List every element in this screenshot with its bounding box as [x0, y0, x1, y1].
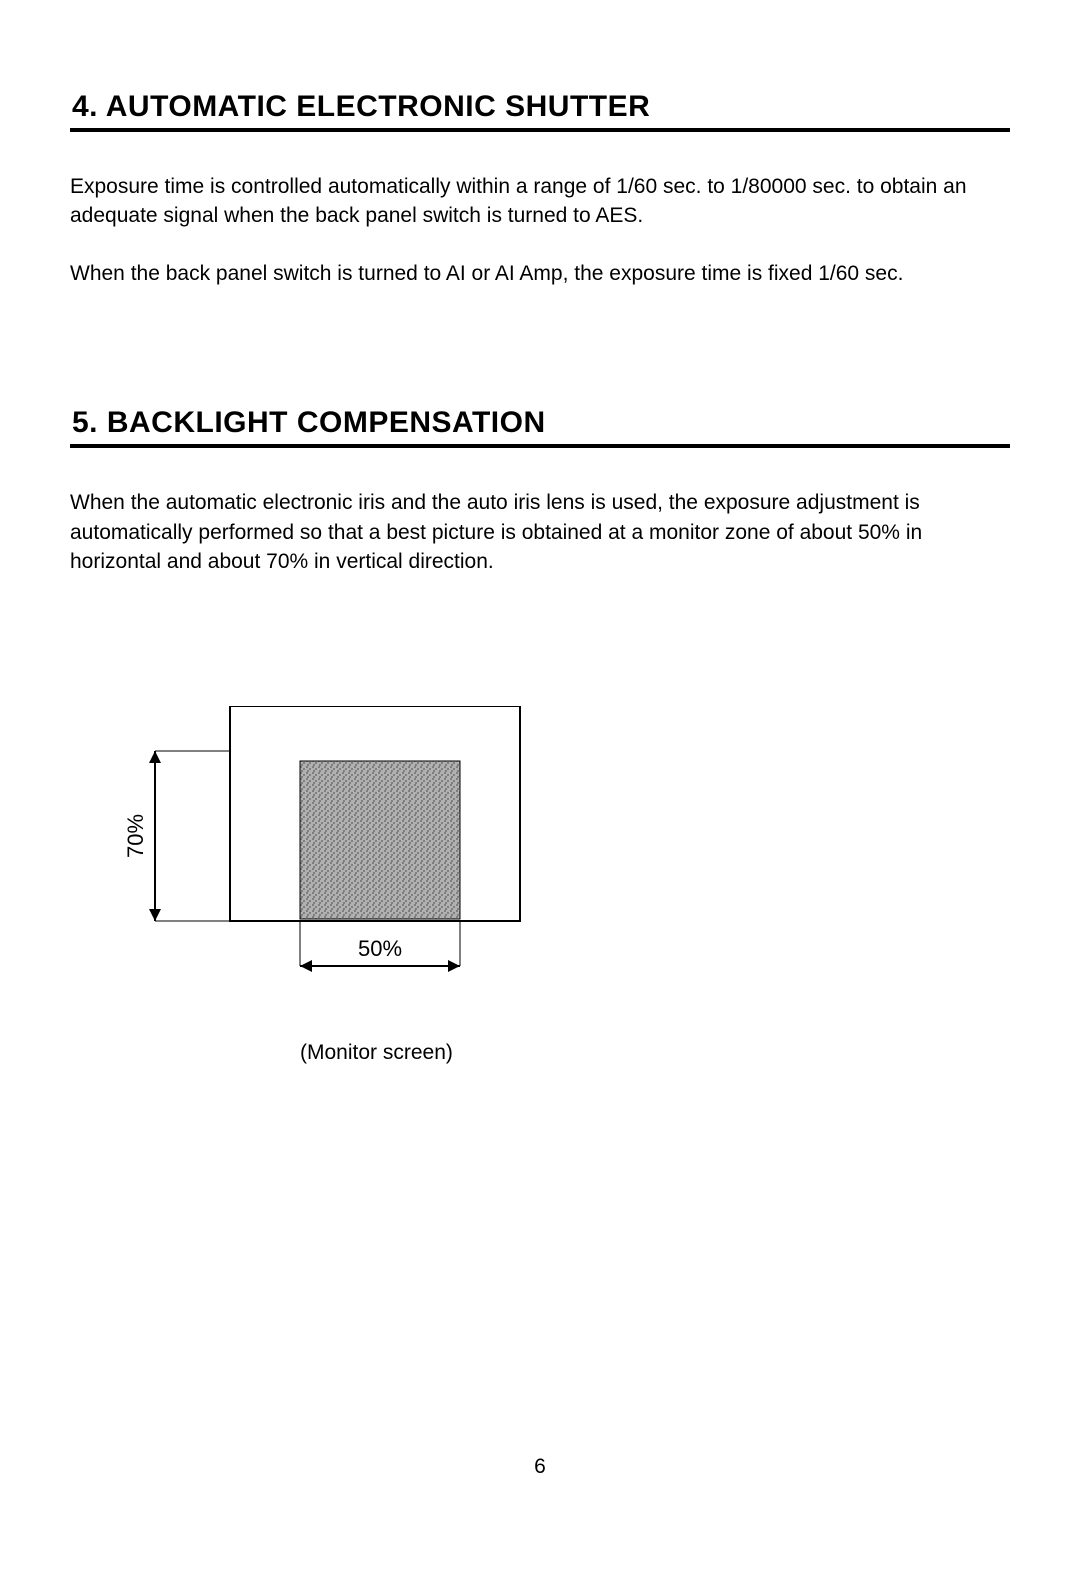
section4-heading: 4. AUTOMATIC ELECTRONIC SHUTTER — [70, 90, 1010, 124]
section5-heading: 5. BACKLIGHT COMPENSATION — [70, 406, 1010, 440]
section4-para2: When the back panel switch is turned to … — [70, 259, 1010, 288]
section4-rule — [70, 128, 1010, 132]
monitor-diagram: 70% 50% (Monitor screen) — [120, 706, 1010, 1065]
section5-rule — [70, 444, 1010, 448]
svg-text:70%: 70% — [123, 814, 148, 858]
monitor-diagram-svg: 70% 50% — [120, 706, 560, 996]
section5-para1: When the automatic electronic iris and t… — [70, 488, 1010, 576]
diagram-caption: (Monitor screen) — [300, 1041, 1010, 1065]
svg-text:50%: 50% — [358, 936, 402, 961]
section-gap — [70, 316, 1010, 406]
page: 4. AUTOMATIC ELECTRONIC SHUTTER Exposure… — [0, 0, 1080, 1569]
section4-para1: Exposure time is controlled automaticall… — [70, 172, 1010, 231]
page-number: 6 — [0, 1455, 1080, 1479]
